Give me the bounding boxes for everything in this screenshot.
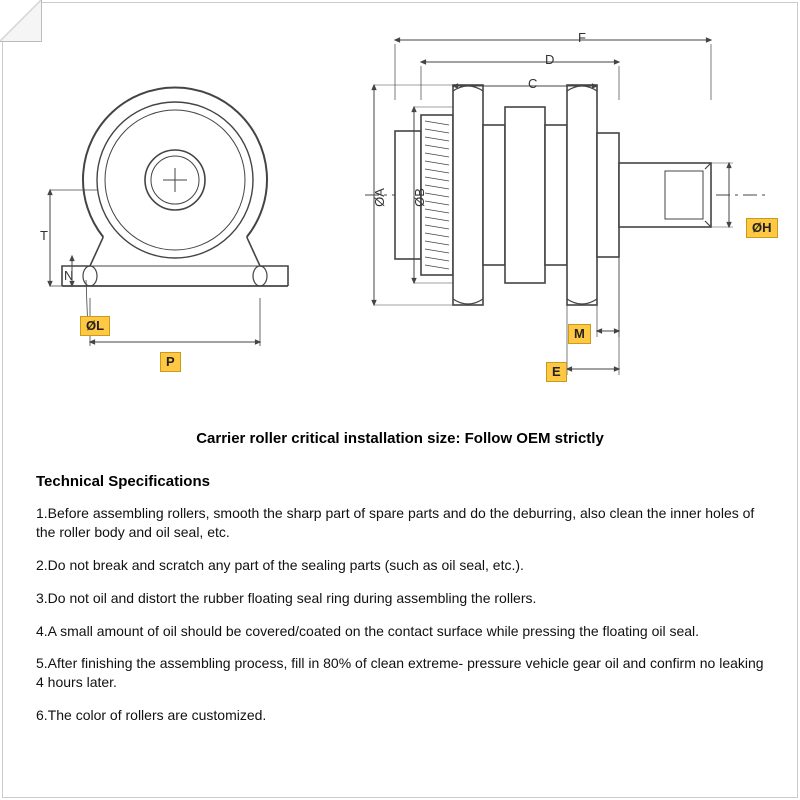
dim-label-C: C	[528, 76, 537, 91]
dim-label-OB: ØB	[412, 188, 427, 207]
dim-label-N: N	[64, 268, 73, 283]
spec-list: 1.Before assembling rollers, smooth the …	[36, 504, 764, 725]
technical-drawing: ØL P M E ØH T N ØA ØB C D F	[0, 0, 800, 410]
spec-item: 3.Do not oil and distort the rubber floa…	[36, 589, 764, 608]
dim-label-E: E	[546, 362, 567, 382]
spec-item: 5.After finishing the assembling process…	[36, 654, 764, 692]
dim-label-T: T	[40, 228, 48, 243]
spec-item: 6.The color of rollers are customized.	[36, 706, 764, 725]
page-title: Carrier roller critical installation siz…	[36, 430, 764, 447]
section-heading: Technical Specifications	[36, 473, 764, 490]
dim-label-D: D	[545, 52, 554, 67]
dim-label-P: P	[160, 352, 181, 372]
dim-label-M: M	[568, 324, 591, 344]
dim-label-OA: ØA	[372, 188, 387, 207]
drawing-svg	[0, 0, 800, 410]
dim-label-F: F	[578, 30, 586, 45]
spec-item: 1.Before assembling rollers, smooth the …	[36, 504, 764, 542]
text-content: Carrier roller critical installation siz…	[0, 410, 800, 725]
spec-item: 2.Do not break and scratch any part of t…	[36, 556, 764, 575]
spec-item: 4.A small amount of oil should be covere…	[36, 622, 764, 641]
dim-label-OL: ØL	[80, 316, 110, 336]
dim-label-OH: ØH	[746, 218, 778, 238]
